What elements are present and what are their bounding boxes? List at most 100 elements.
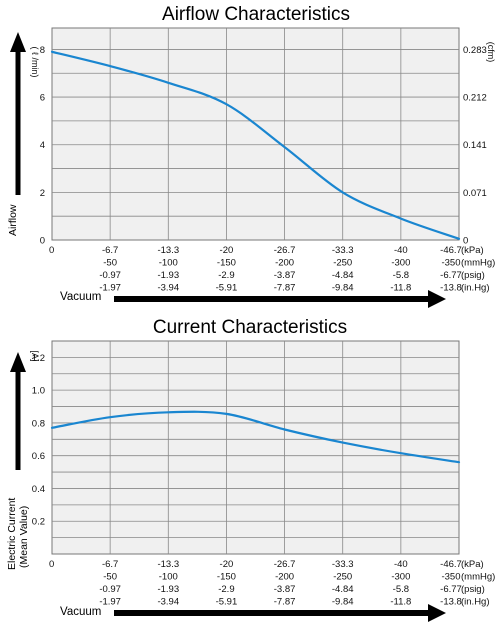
x-unit-label: (in.Hg) bbox=[461, 597, 490, 608]
y-tick-label: 0.2 bbox=[32, 517, 45, 528]
current-ylabel: Electric Current bbox=[6, 498, 18, 570]
x-unit-label: (kPa) bbox=[461, 245, 484, 256]
y-tick-label: 1.0 bbox=[32, 386, 45, 397]
x-tick-label: -200 bbox=[275, 572, 294, 583]
current-plot-area bbox=[51, 340, 460, 555]
x-tick-label: -13.8 bbox=[440, 283, 462, 294]
x-tick-label: -13.3 bbox=[157, 245, 179, 256]
y2-tick-label: 0.141 bbox=[463, 140, 487, 151]
y2-tick-label: 0 bbox=[463, 236, 468, 247]
y-tick-label: 6 bbox=[40, 93, 45, 104]
x-unit-label: (psig) bbox=[461, 270, 485, 281]
x-tick-label: -9.84 bbox=[332, 597, 354, 608]
x-tick-label: -1.93 bbox=[157, 584, 179, 595]
x-tick-label: -350 bbox=[441, 572, 460, 583]
x-tick-label: -9.84 bbox=[332, 283, 354, 294]
x-unit-label: (in.Hg) bbox=[461, 283, 490, 294]
y-tick-label: 0.4 bbox=[32, 484, 45, 495]
x-tick-label: -11.8 bbox=[390, 597, 411, 608]
x-tick-label: -2.9 bbox=[218, 584, 234, 595]
x-tick-label: -5.91 bbox=[216, 283, 238, 294]
x-tick-label: -100 bbox=[159, 258, 178, 269]
x-tick-label: -4.84 bbox=[332, 584, 354, 595]
x-tick-label: 0 bbox=[49, 559, 54, 570]
current-marks: 0.2 0.4 0.6 0.8 1.0 1.2 0 -6.7 -13.3 -20 -26.7 -33.… bbox=[32, 353, 496, 608]
x-tick-label: -50 bbox=[103, 572, 117, 583]
airflow-y-unit: ( ℓ /min) bbox=[30, 47, 40, 78]
x-tick-label: 0 bbox=[49, 245, 54, 256]
airflow-ylabel: Airflow bbox=[7, 204, 19, 236]
x-tick-label: -20 bbox=[220, 245, 234, 256]
x-tick-label: -46.7 bbox=[440, 559, 462, 570]
current-grid bbox=[52, 341, 459, 554]
y-tick-label: 1.2 bbox=[32, 353, 45, 364]
x-unit-label: (kPa) bbox=[461, 559, 484, 570]
current-xlabel: Vacuum bbox=[60, 606, 101, 618]
airflow-chart: Airflow Characteristics 0 2 4 6 8 0 0.071 0.141… bbox=[7, 4, 496, 308]
x-unit-label: (mmHg) bbox=[461, 258, 495, 269]
x-tick-label: -350 bbox=[441, 258, 460, 269]
y2-tick-label: 0.283 bbox=[463, 45, 487, 56]
x-tick-label: -7.87 bbox=[274, 597, 296, 608]
airflow-plot-area bbox=[51, 27, 460, 241]
current-y-arrow bbox=[10, 352, 26, 470]
airflow-title: Airflow Characteristics bbox=[162, 4, 350, 25]
y2-tick-label: 0.071 bbox=[463, 188, 487, 199]
x-tick-label: -5.91 bbox=[216, 597, 238, 608]
x-tick-label: -7.87 bbox=[274, 283, 296, 294]
x-tick-label: -200 bbox=[275, 258, 294, 269]
current-title: Current Characteristics bbox=[153, 317, 347, 338]
airflow-x-arrow bbox=[114, 290, 446, 308]
airflow-y-arrow bbox=[10, 32, 26, 195]
y-tick-label: 2 bbox=[40, 188, 45, 199]
x-tick-label: -250 bbox=[333, 572, 352, 583]
y2-tick-label: 0.212 bbox=[463, 93, 487, 104]
x-tick-label: -1.97 bbox=[99, 597, 121, 608]
x-tick-label: -13.8 bbox=[440, 597, 462, 608]
x-tick-label: -13.3 bbox=[157, 559, 179, 570]
y-tick-label: 0 bbox=[40, 236, 45, 247]
x-tick-label: -50 bbox=[103, 258, 117, 269]
x-tick-label: -2.9 bbox=[218, 270, 234, 281]
x-tick-label: -40 bbox=[394, 559, 408, 570]
airflow-y2-unit: (cfm) bbox=[486, 42, 496, 63]
x-unit-label: (mmHg) bbox=[461, 572, 495, 583]
x-tick-label: -33.3 bbox=[332, 559, 354, 570]
x-tick-label: -26.7 bbox=[274, 559, 296, 570]
x-tick-label: -6.77 bbox=[440, 270, 462, 281]
x-tick-label: -20 bbox=[220, 559, 234, 570]
airflow-xlabel: Vacuum bbox=[60, 291, 101, 303]
y-tick-label: 8 bbox=[40, 45, 45, 56]
x-tick-label: -1.93 bbox=[157, 270, 179, 281]
x-tick-label: -6.7 bbox=[102, 559, 118, 570]
x-tick-label: -250 bbox=[333, 258, 352, 269]
current-y-unit: [A] bbox=[30, 350, 40, 361]
x-tick-label: -150 bbox=[217, 258, 236, 269]
x-tick-label: -150 bbox=[217, 572, 236, 583]
series-line bbox=[50, 410, 461, 464]
y-tick-label: 4 bbox=[40, 140, 45, 151]
x-tick-label: -3.87 bbox=[274, 270, 296, 281]
airflow-marks: 0 2 4 6 8 0 0.071 0.141 0.212 0.283 0 -6.7 -13.3 -20 -… bbox=[40, 45, 496, 294]
x-tick-label: -1.97 bbox=[99, 283, 121, 294]
y-tick-label: 0.8 bbox=[32, 418, 45, 429]
x-tick-label: -300 bbox=[391, 572, 410, 583]
x-tick-label: -5.8 bbox=[393, 270, 409, 281]
x-tick-label: -300 bbox=[391, 258, 410, 269]
airflow-grid bbox=[52, 28, 459, 240]
x-tick-label: -6.77 bbox=[440, 584, 462, 595]
x-tick-label: -0.97 bbox=[99, 584, 121, 595]
x-tick-label: -3.94 bbox=[157, 597, 179, 608]
current-x-arrow bbox=[114, 604, 446, 622]
x-tick-label: -5.8 bbox=[393, 584, 409, 595]
x-tick-label: -3.94 bbox=[157, 283, 179, 294]
x-tick-label: -3.87 bbox=[274, 584, 296, 595]
x-tick-label: -4.84 bbox=[332, 270, 354, 281]
x-tick-label: -6.7 bbox=[102, 245, 118, 256]
series-line bbox=[50, 50, 461, 240]
x-tick-label: -100 bbox=[159, 572, 178, 583]
x-unit-label: (psig) bbox=[461, 584, 485, 595]
x-tick-label: -33.3 bbox=[332, 245, 354, 256]
current-ylabel-2: (Mean Value) bbox=[18, 506, 30, 568]
